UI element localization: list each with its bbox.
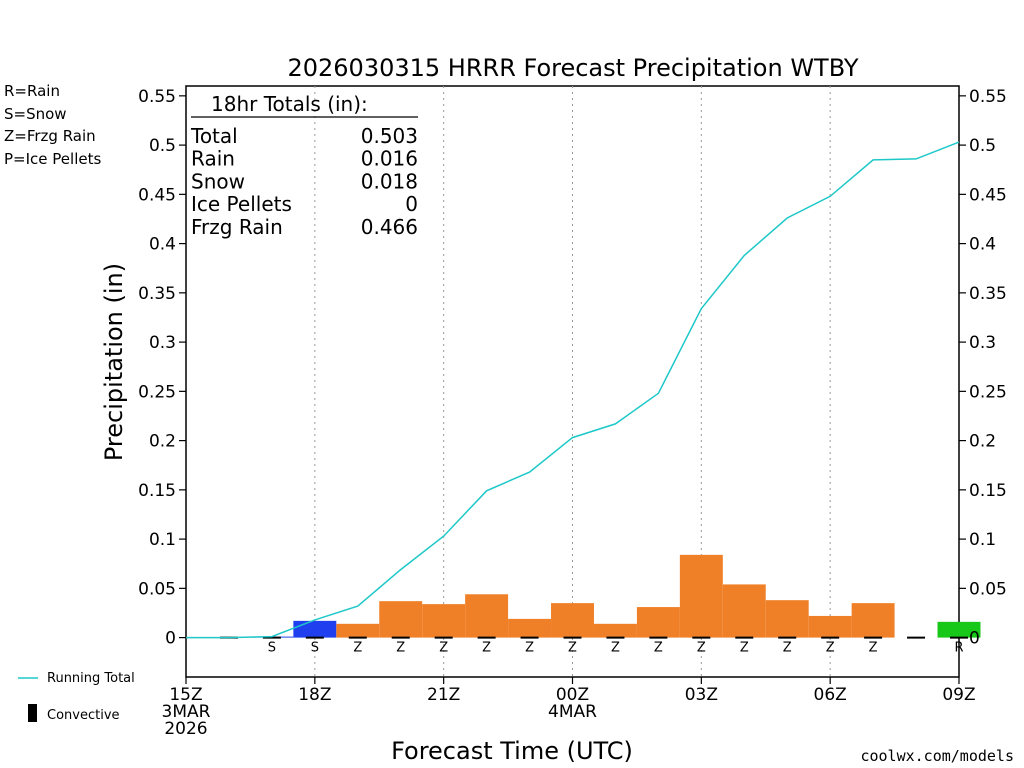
ytick-label-left-2: 0.1 <box>149 530 176 550</box>
bar-hour-3 <box>293 620 337 638</box>
legend-rain: R=Rain <box>4 82 60 100</box>
ytick-label-right-8: 0.4 <box>969 235 996 255</box>
totals-label-1: Rain <box>191 147 235 171</box>
xtick-label-3-1: 4MAR <box>548 702 597 722</box>
ytick-label-left-6: 0.3 <box>149 333 176 353</box>
bar-hour-8 <box>508 618 552 638</box>
xtick-label-1-0: 18Z <box>298 685 331 705</box>
totals-box: 18hr Totals (in): Total 0.503 Rain 0.016 Sno… <box>190 92 418 239</box>
xtick-label-5-0: 06Z <box>814 685 847 705</box>
ytick-label-right-1: 0.05 <box>969 579 1007 599</box>
ytick-label-right-6: 0.3 <box>969 333 996 353</box>
legend-running-total: Running Total <box>47 671 135 686</box>
ptype-label-14: Z <box>783 641 792 656</box>
totals-label-0: Total <box>190 124 238 148</box>
ytick-label-right-4: 0.2 <box>969 432 996 452</box>
ytick-label-left-10: 0.5 <box>149 136 176 156</box>
totals-label-4: Frzg Rain <box>191 215 283 239</box>
bar-hour-4 <box>336 623 380 638</box>
ytick-label-left-1: 0.05 <box>138 579 176 599</box>
legend-snow: S=Snow <box>4 105 67 123</box>
bar-hour-15 <box>808 615 852 638</box>
ytick-label-right-2: 0.1 <box>969 530 996 550</box>
bar-hour-5 <box>379 601 423 638</box>
ytick-label-right-11: 0.55 <box>969 87 1007 107</box>
ytick-label-left-9: 0.45 <box>138 185 176 205</box>
xtick-label-3-0: 00Z <box>556 685 589 705</box>
bar-hour-16 <box>851 603 895 638</box>
ytick-label-right-10: 0.5 <box>969 136 996 156</box>
legend-ice-pellets: P=Ice Pellets <box>4 150 101 168</box>
bar-hour-10 <box>593 623 637 638</box>
bar-hour-14 <box>765 600 809 638</box>
running-total-line <box>186 141 960 639</box>
totals-value-2: 0.018 <box>361 169 418 193</box>
ytick-label-right-5: 0.25 <box>969 382 1007 402</box>
bar-hour-18 <box>937 621 981 638</box>
xtick-label-2-0: 21Z <box>427 685 460 705</box>
ytick-label-left-0: 0 <box>165 629 176 649</box>
totals-value-0: 0.503 <box>361 124 418 148</box>
y-axis-label: Precipitation (in) <box>100 263 128 461</box>
bar-hour-6 <box>422 604 466 638</box>
totals-value-1: 0.016 <box>361 147 418 171</box>
ptype-label-5: Z <box>396 641 405 656</box>
ptype-label-8: Z <box>525 641 534 656</box>
xtick-label-0-2: 2026 <box>164 719 207 739</box>
x-axis-label: Forecast Time (UTC) <box>391 737 633 765</box>
ptype-label-9: Z <box>568 641 577 656</box>
ytick-label-right-7: 0.35 <box>969 284 1007 304</box>
legend-frzg-rain: Z=Frzg Rain <box>4 127 96 145</box>
ptype-label-4: Z <box>353 641 362 656</box>
totals-label-3: Ice Pellets <box>191 192 292 216</box>
ptype-label-18: R <box>954 641 963 656</box>
xtick-label-6-0: 09Z <box>942 685 975 705</box>
y-axis-ticks: 0 0 0.05 0.05 0.1 0.1 0.15 0.15 0.2 0.2 0.25 0.25 0.… <box>138 87 1007 649</box>
ytick-label-left-11: 0.55 <box>138 87 176 107</box>
bar-hour-11 <box>636 607 680 638</box>
ptype-label-12: Z <box>697 641 706 656</box>
ptype-label-6: Z <box>439 641 448 656</box>
ytick-label-right-0: 0 <box>969 629 980 649</box>
totals-heading: 18hr Totals (in): <box>211 92 368 116</box>
totals-value-4: 0.466 <box>361 215 418 239</box>
chart-title: 2026030315 HRRR Forecast Precipitation W… <box>287 54 858 82</box>
xtick-label-0-1: 3MAR <box>162 702 211 722</box>
bar-hour-7 <box>465 594 509 638</box>
ytick-label-left-8: 0.4 <box>149 235 176 255</box>
ytick-label-left-3: 0.15 <box>138 481 176 501</box>
xtick-label-0-0: 15Z <box>169 685 202 705</box>
ptype-label-7: Z <box>482 641 491 656</box>
ptype-label-13: Z <box>740 641 749 656</box>
ptype-label-11: Z <box>654 641 663 656</box>
ptype-label-3: S <box>311 641 319 656</box>
totals-value-3: 0 <box>405 192 418 216</box>
totals-label-2: Snow <box>191 169 245 193</box>
bar-hour-13 <box>722 584 766 638</box>
ptype-label-16: Z <box>869 641 878 656</box>
bar-hour-12 <box>679 554 723 638</box>
ytick-label-left-4: 0.2 <box>149 432 176 452</box>
ytick-label-right-3: 0.15 <box>969 481 1007 501</box>
convective-legend-swatch <box>28 704 37 722</box>
ytick-label-left-5: 0.25 <box>138 382 176 402</box>
ptype-label-15: Z <box>826 641 835 656</box>
ptype-label-10: Z <box>611 641 620 656</box>
ytick-label-right-9: 0.45 <box>969 185 1007 205</box>
legend-convective: Convective <box>47 708 120 723</box>
bar-hour-9 <box>551 603 594 638</box>
credit-text: coolwx.com/models <box>860 747 1014 765</box>
ytick-label-left-7: 0.35 <box>138 284 176 304</box>
ptype-label-2: S <box>268 641 276 656</box>
precip-bars <box>250 554 981 638</box>
xtick-label-4-0: 03Z <box>685 685 718 705</box>
